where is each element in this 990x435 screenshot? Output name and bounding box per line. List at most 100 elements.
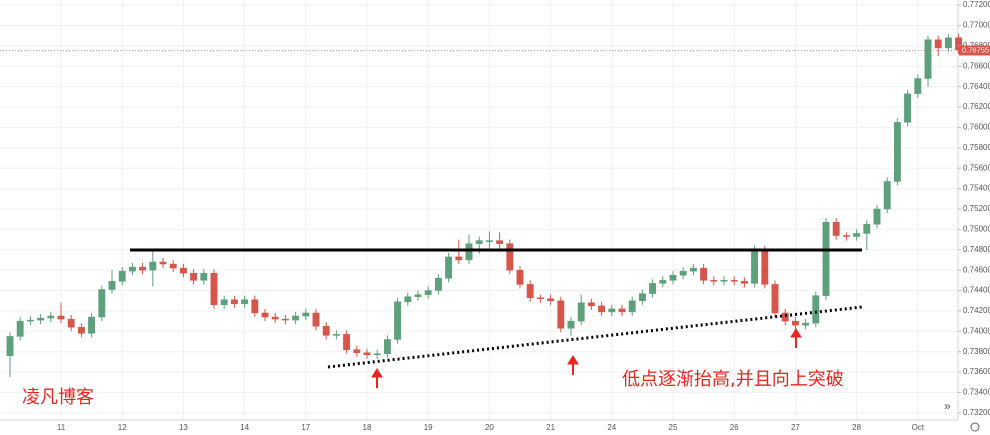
candle-body bbox=[343, 334, 351, 350]
candle-body bbox=[659, 280, 667, 284]
candle-body bbox=[241, 299, 249, 305]
x-tick-label: 24 bbox=[607, 423, 616, 432]
candle-body bbox=[720, 280, 728, 282]
candle-body bbox=[414, 294, 422, 297]
x-tick-label: Oct bbox=[912, 423, 925, 432]
candle-body bbox=[598, 305, 606, 313]
candle-body bbox=[730, 280, 738, 282]
support-line bbox=[327, 305, 863, 369]
candle-body bbox=[904, 93, 912, 123]
y-tick-label: 0.73400 bbox=[963, 388, 990, 397]
y-tick-label: 0.73600 bbox=[963, 367, 990, 376]
y-tick-label: 0.77000 bbox=[963, 21, 990, 30]
x-tick-label: 11 bbox=[57, 423, 66, 432]
candle-body bbox=[77, 326, 85, 334]
candle-body bbox=[200, 272, 208, 281]
candle-body bbox=[47, 315, 55, 319]
candle-body bbox=[873, 208, 881, 225]
candle-body bbox=[832, 221, 840, 236]
candle-body bbox=[302, 312, 310, 317]
y-tick-label: 0.75000 bbox=[963, 224, 990, 233]
candle-body bbox=[822, 221, 830, 296]
candle-body bbox=[751, 249, 759, 284]
y-tick-label: 0.73200 bbox=[963, 408, 990, 417]
candle-body bbox=[924, 39, 932, 79]
candle-body bbox=[292, 315, 300, 321]
candle-body bbox=[649, 283, 657, 294]
candle-body bbox=[893, 122, 901, 182]
candle-body bbox=[883, 181, 891, 210]
annotation: 低点逐渐抬高,并且向上突破 bbox=[622, 369, 844, 390]
candle-body bbox=[128, 266, 136, 272]
candle-body bbox=[863, 224, 871, 234]
candle-body bbox=[944, 37, 952, 49]
candle-body bbox=[842, 235, 850, 237]
y-tick-label: 0.74800 bbox=[963, 245, 990, 254]
candle-body bbox=[159, 261, 167, 265]
candle-body bbox=[608, 308, 616, 313]
candle-body bbox=[516, 269, 524, 285]
grid bbox=[0, 0, 958, 420]
candle-body bbox=[210, 272, 218, 306]
candle-body bbox=[404, 296, 412, 302]
candle-body bbox=[251, 299, 259, 314]
candle-body bbox=[373, 353, 381, 356]
candle-body bbox=[475, 240, 483, 244]
candle-body bbox=[88, 316, 96, 334]
candle-body bbox=[261, 312, 269, 318]
x-tick-label: 19 bbox=[424, 423, 433, 432]
watermark: 凌凡博客 bbox=[22, 387, 94, 408]
arrow-head bbox=[790, 328, 802, 338]
candle-body bbox=[485, 240, 493, 242]
x-tick-label: 17 bbox=[301, 423, 310, 432]
y-tick-label: 0.74400 bbox=[963, 286, 990, 295]
settings-icon[interactable] bbox=[970, 422, 980, 432]
y-tick-label: 0.76400 bbox=[963, 82, 990, 91]
scroll-icon[interactable]: » bbox=[944, 399, 951, 413]
y-tick-label: 0.75200 bbox=[963, 204, 990, 213]
y-tick-label: 0.77200 bbox=[963, 0, 990, 9]
y-tick-label: 0.74600 bbox=[963, 265, 990, 274]
candle-body bbox=[363, 352, 371, 356]
candles bbox=[6, 33, 963, 378]
y-tick-label: 0.76000 bbox=[963, 123, 990, 132]
x-tick-label: 18 bbox=[363, 423, 372, 432]
candle-body bbox=[312, 312, 320, 327]
candle-body bbox=[118, 270, 126, 282]
candle-body bbox=[934, 39, 942, 49]
candle-body bbox=[628, 300, 636, 313]
candle-body bbox=[740, 281, 748, 284]
candle-body bbox=[669, 274, 677, 281]
candle-body bbox=[955, 37, 963, 51]
last-price-label: 0.76755 bbox=[962, 45, 989, 54]
candle-body bbox=[638, 293, 646, 301]
y-tick-label: 0.74000 bbox=[963, 326, 990, 335]
y-tick-label: 0.73800 bbox=[963, 347, 990, 356]
candle-body bbox=[587, 302, 595, 307]
x-tick-label: 25 bbox=[669, 423, 678, 432]
candle-body bbox=[169, 263, 177, 269]
candle-body bbox=[230, 299, 238, 305]
candle-body bbox=[190, 272, 198, 281]
x-tick-label: 27 bbox=[791, 423, 800, 432]
candle-body bbox=[700, 267, 708, 281]
candle-body bbox=[802, 322, 810, 326]
candle-body bbox=[791, 320, 799, 326]
candle-body bbox=[149, 261, 157, 271]
last-price-box bbox=[959, 45, 990, 56]
candle-body bbox=[526, 284, 534, 298]
candle-body bbox=[37, 317, 45, 321]
candle-body bbox=[710, 280, 718, 282]
candle-body bbox=[618, 308, 626, 313]
y-tick-label: 0.75600 bbox=[963, 163, 990, 172]
candle-body bbox=[812, 295, 820, 324]
candle-body bbox=[179, 267, 187, 274]
candle-body bbox=[281, 318, 289, 321]
candle-body bbox=[57, 315, 65, 320]
candle-body bbox=[853, 233, 861, 237]
candle-body bbox=[322, 325, 330, 336]
x-tick-label: 21 bbox=[546, 423, 555, 432]
x-tick-label: 28 bbox=[852, 423, 861, 432]
arrow-head bbox=[371, 368, 383, 378]
